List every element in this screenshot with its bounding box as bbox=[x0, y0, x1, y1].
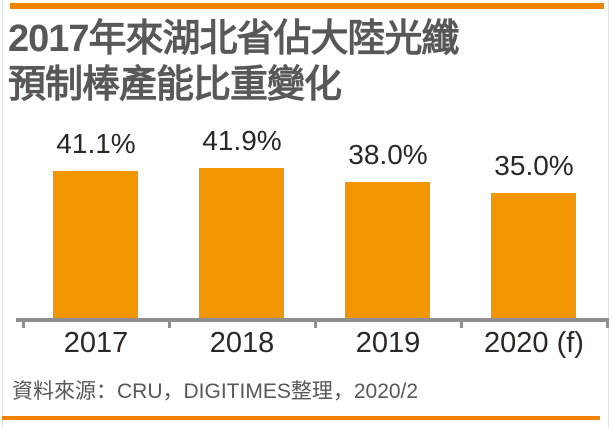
bar-value-label: 38.0% bbox=[348, 139, 428, 170]
x-axis-category-label: 2018 bbox=[209, 327, 275, 359]
bar-value-label: 41.1% bbox=[56, 128, 136, 159]
bar bbox=[53, 171, 138, 318]
card-left-edge bbox=[2, 0, 3, 428]
x-axis-tick bbox=[605, 318, 609, 328]
bar-chart-category: 41.1% 2017 bbox=[23, 0, 169, 428]
bar-chart-category: 38.0% 2019 bbox=[315, 0, 461, 428]
x-axis-category-label: 2020 (f) bbox=[484, 327, 584, 359]
top-accent-rule bbox=[10, 3, 604, 9]
chart-title: 2017年來湖北省佔大陸光纖 預制棒產能比重變化 bbox=[8, 16, 460, 108]
bottom-accent-rule bbox=[2, 416, 600, 420]
bar-value-label: 41.9% bbox=[202, 125, 282, 156]
bar bbox=[491, 193, 576, 318]
x-axis-category-label: 2017 bbox=[63, 327, 129, 359]
x-axis-tick bbox=[21, 318, 25, 328]
bar-chart-category: 35.0% 2020 (f) bbox=[461, 0, 607, 428]
chart-title-line1: 2017年來湖北省佔大陸光纖 bbox=[8, 18, 460, 60]
x-axis-tick bbox=[313, 318, 317, 328]
chart-title-line2: 預制棒產能比重變化 bbox=[8, 64, 342, 106]
bar bbox=[199, 168, 284, 318]
x-axis-tick bbox=[167, 318, 171, 328]
bar bbox=[345, 182, 430, 318]
bar-chart-category: 41.9% 2018 bbox=[169, 0, 315, 428]
source-note: 資料來源：CRU，DIGITIMES整理，2020/2 bbox=[12, 380, 419, 403]
x-axis-tick bbox=[459, 318, 463, 328]
bar-chart: 41.1% 2017 41.9% 2018 38.0% 2019 35.0% 2020 (f) bbox=[23, 0, 607, 428]
card-right-edge bbox=[608, 0, 609, 428]
x-axis-category-label: 2019 bbox=[355, 327, 421, 359]
x-axis-line bbox=[16, 318, 609, 328]
bar-value-label: 35.0% bbox=[494, 150, 574, 181]
